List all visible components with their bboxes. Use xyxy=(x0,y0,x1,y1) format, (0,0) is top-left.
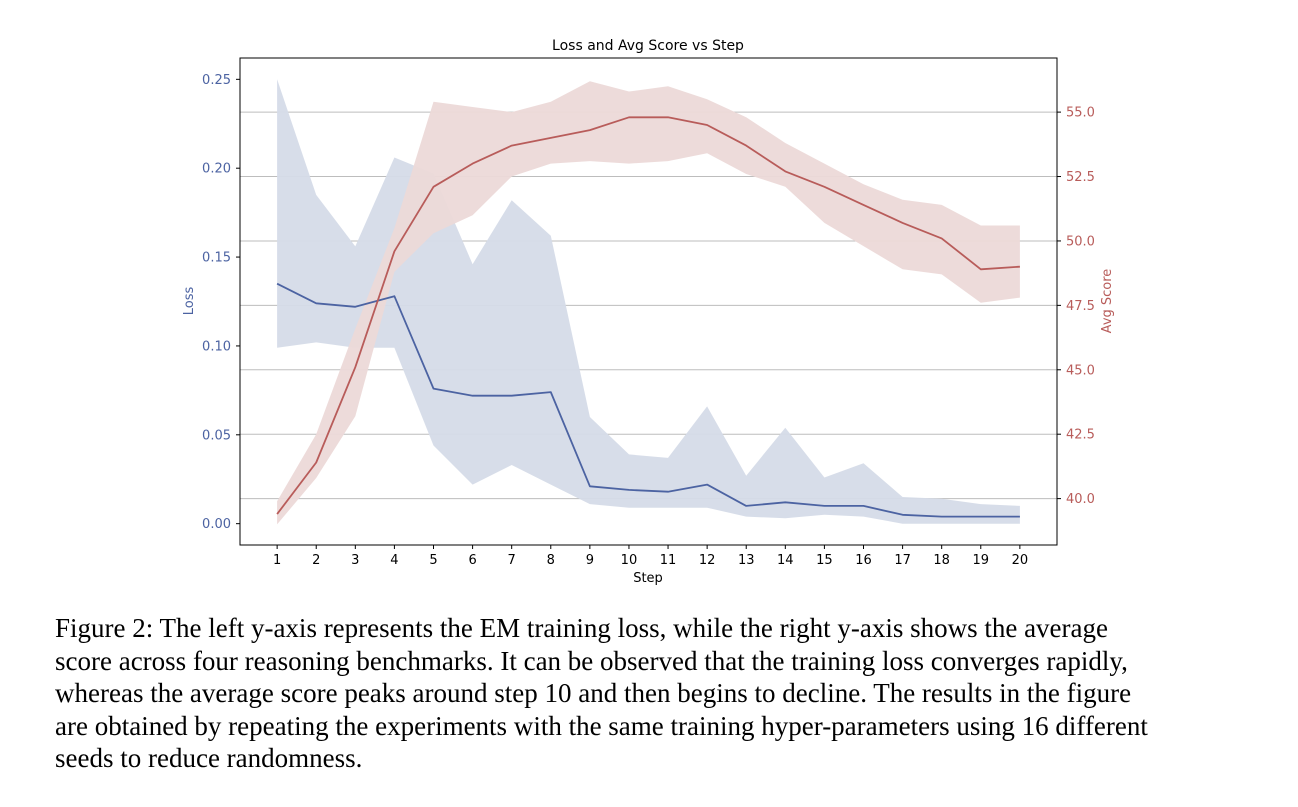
right-y-tick-label: 47.5 xyxy=(1066,299,1095,314)
loss-band xyxy=(277,79,1020,524)
series-lines xyxy=(276,116,1020,518)
right-y-axis-label: Avg Score xyxy=(1100,269,1115,334)
caption-line: Figure 2: The left y-axis represents the… xyxy=(55,613,1108,643)
avg-score-line xyxy=(276,116,1020,515)
right-y-tick-label: 55.0 xyxy=(1066,106,1095,121)
confidence-bands xyxy=(277,79,1020,525)
plot-frame xyxy=(239,57,1058,546)
loss-line xyxy=(276,282,1020,518)
x-tick-label: 8 xyxy=(547,553,555,568)
x-tick-label: 5 xyxy=(429,553,437,568)
x-tick-label: 3 xyxy=(351,553,359,568)
left-y-axis-label: Loss xyxy=(182,287,197,316)
right-y-tick-label: 52.5 xyxy=(1066,170,1095,185)
left-y-tick-label: 0.20 xyxy=(202,162,231,177)
dual-axis-line-chart: 1 2 3 4 5 6 7 8 9 10 11 12 13 14 15 16 17 18 19 20 0.000.05… xyxy=(182,38,1115,586)
x-axis: 1 2 3 4 5 6 7 8 9 10 11 12 13 14 15 16 17 18 19 20 xyxy=(273,545,1028,568)
x-tick-label: 14 xyxy=(777,553,794,568)
right-y-tick-label: 42.5 xyxy=(1066,428,1095,443)
right-y-tick-label: 40.0 xyxy=(1066,492,1095,507)
x-tick-label: 4 xyxy=(390,553,398,568)
x-axis-label: Step xyxy=(633,571,663,586)
x-tick-label: 13 xyxy=(738,553,755,568)
x-tick-label: 18 xyxy=(933,553,950,568)
x-tick-label: 16 xyxy=(855,553,872,568)
right-y-tick-label: 45.0 xyxy=(1066,363,1095,378)
x-tick-label: 6 xyxy=(468,553,476,568)
left-y-tick-label: 0.15 xyxy=(202,251,231,266)
right-y-axis: 40.0 42.5 45.0 47.5 50.0 52.5 55.0 xyxy=(1057,106,1095,507)
x-tick-label: 19 xyxy=(972,553,989,568)
right-y-tick-label: 50.0 xyxy=(1066,234,1095,249)
chart-title: Loss and Avg Score vs Step xyxy=(552,38,744,54)
caption-line: seeds to reduce randomness. xyxy=(55,743,363,773)
x-tick-label: 2 xyxy=(312,553,320,568)
left-y-axis: 0.00 0.05 0.10 0.15 0.20 0.25 xyxy=(202,73,240,532)
figure-caption: Figure 2: The left y-axis represents the… xyxy=(55,612,1245,775)
left-y-tick-label: 0.25 xyxy=(202,73,231,88)
x-tick-label: 9 xyxy=(586,553,594,568)
left-y-tick-label: 0.00 xyxy=(202,517,231,532)
x-tick-label: 17 xyxy=(894,553,911,568)
left-y-tick-label: 0.05 xyxy=(202,428,231,443)
caption-line: whereas the average score peaks around s… xyxy=(55,678,1132,708)
x-tick-label: 20 xyxy=(1012,553,1029,568)
caption-line: score across four reasoning benchmarks. … xyxy=(55,645,1128,676)
x-tick-label: 12 xyxy=(699,553,716,568)
caption-line: are obtained by repeating the experiment… xyxy=(55,710,1148,741)
x-tick-label: 10 xyxy=(621,553,638,568)
x-tick-label: 7 xyxy=(508,553,516,568)
x-tick-label: 1 xyxy=(273,553,281,568)
x-tick-label: 11 xyxy=(660,553,677,568)
x-tick-label: 15 xyxy=(816,553,833,568)
left-y-tick-label: 0.10 xyxy=(202,339,231,354)
